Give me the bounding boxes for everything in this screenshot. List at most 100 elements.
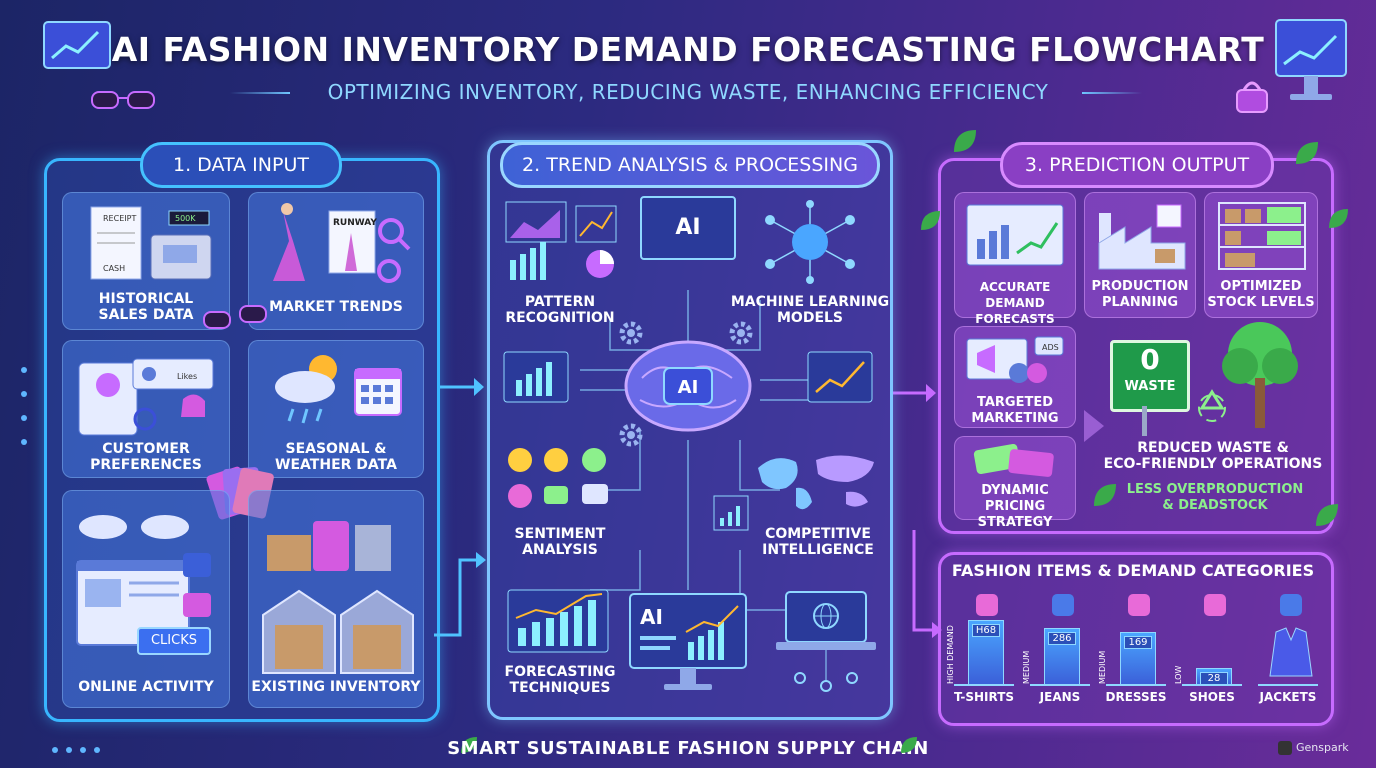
- page-subtitle: OPTIMIZING INVENTORY, REDUCING WASTE, EN…: [327, 80, 1049, 104]
- subtitle-rule-right: [1082, 92, 1142, 94]
- demand-level-label: MEDIUM: [1098, 650, 1107, 684]
- leaf-icon: [1292, 138, 1322, 172]
- handbag-icon: [1232, 74, 1272, 122]
- forecast-chart-icon: [506, 588, 610, 658]
- baseline: [1182, 684, 1242, 686]
- waste-word: WASTE: [1124, 379, 1176, 394]
- clicks-button: CLICKS: [137, 627, 211, 655]
- jacket-icon: [1276, 590, 1306, 624]
- jeans-icon: [1048, 590, 1078, 624]
- baseline: [1106, 684, 1166, 686]
- megaphone-icon: ADS: [965, 333, 1065, 397]
- weather-calendar-icon: [263, 347, 413, 441]
- dress-icon: [1124, 590, 1154, 624]
- gear-icon: [726, 318, 756, 352]
- mini-chart-icon: [712, 494, 752, 538]
- leaf-icon: [898, 734, 920, 760]
- factory-icon: [1095, 203, 1187, 275]
- ai-analytics-monitor-icon: AI: [628, 592, 748, 700]
- tshirt-icon: [972, 590, 1002, 624]
- historical-sales-card: RECEIPT CASH 500K HISTORICAL SALES DATA: [62, 192, 230, 330]
- shelves-icon: [1215, 201, 1309, 277]
- neural-brain-icon: [760, 200, 860, 288]
- waste-number: 0: [1140, 343, 1160, 376]
- ai-monitor-icon: AI: [640, 196, 736, 260]
- line-screen-icon: [806, 350, 876, 410]
- demand-value-label: 169: [1124, 636, 1152, 649]
- pattern-recognition-label: PATTERN RECOGNITION: [505, 294, 615, 326]
- jacket-large-icon: [1268, 626, 1314, 682]
- price-tag-icon: [969, 441, 1061, 485]
- charts-icon: [504, 200, 624, 290]
- optimized-stock-card: OPTIMIZED STOCK LEVELS: [1204, 192, 1318, 318]
- zero-waste-sign: 0 WASTE: [1110, 340, 1190, 412]
- category-name: DRESSES: [1105, 690, 1167, 704]
- baseline: [1258, 684, 1318, 686]
- card-label: TARGETED MARKETING: [971, 395, 1059, 426]
- dynamic-pricing-card: DYNAMIC PRICING STRATEGY: [954, 436, 1076, 530]
- price-text: 500K: [175, 214, 196, 223]
- arrow-right-icon: [440, 372, 484, 410]
- ai-brain-icon: AI: [622, 338, 754, 442]
- world-map-icon: [752, 448, 882, 522]
- ai-badge-text: AI: [675, 215, 701, 240]
- category-name: SHOES: [1189, 690, 1235, 704]
- globe-laptop-icon: [770, 586, 880, 700]
- ai-badge-text: AI: [640, 605, 663, 629]
- profile-card-icon: Likes: [73, 349, 223, 441]
- card-label: ACCURATE DEMAND FORECASTS: [975, 280, 1055, 326]
- likes-text: Likes: [177, 372, 197, 381]
- leaf-icon: [458, 734, 480, 760]
- subtitle-rule-left: [230, 92, 290, 94]
- watermark-logo-icon: [1278, 741, 1292, 755]
- ai-badge-text: AI: [678, 377, 699, 398]
- sunglasses-icon: [200, 300, 272, 344]
- seasonal-weather-card: SEASONAL & WEATHER DATA: [248, 340, 424, 478]
- online-activity-card: CLICKS ONLINE ACTIVITY: [62, 490, 230, 708]
- forecast-screen-icon: [965, 203, 1065, 275]
- less-overproduction-label: LESS OVERPRODUCTION & DEADSTOCK: [1126, 482, 1304, 513]
- customer-preferences-card: Likes CUSTOMER PREFERENCES: [62, 340, 230, 478]
- forecasting-techniques-label: FORECASTING TECHNIQUES: [504, 664, 616, 696]
- leaf-icon: [918, 208, 944, 238]
- demand-forecasts-card: ACCURATE DEMAND FORECASTS: [954, 192, 1076, 326]
- targeted-marketing-card: ADS TARGETED MARKETING: [954, 326, 1076, 428]
- arrow-connector-icon: [908, 530, 942, 644]
- card-label: CUSTOMER PREFERENCES: [90, 441, 202, 473]
- baseline: [954, 684, 1014, 686]
- sign-post: [1142, 406, 1147, 436]
- cash-text: CASH: [103, 264, 125, 273]
- runway-text: RUNWAY: [333, 218, 377, 228]
- existing-inventory-card: EXISTING INVENTORY: [248, 490, 424, 708]
- chevron-right-icon: [1080, 406, 1110, 450]
- categories-chart: HIGH DEMAND H68 T-SHIRTS MEDIUM 286 JEANS MEDI…: [944, 584, 1324, 716]
- recycle-icon: [1194, 388, 1230, 428]
- emoji-faces-icon: [506, 444, 614, 520]
- category-name: T-SHIRTS: [953, 690, 1015, 704]
- monitor-chart-icon: [40, 18, 120, 90]
- category-name: JACKETS: [1259, 690, 1317, 704]
- market-trends-card: RUNWAY MARKET TRENDS: [248, 192, 424, 330]
- heel-shoe-icon: [1200, 590, 1230, 624]
- arrow-right-icon: [890, 378, 936, 412]
- page-title: AI FASHION INVENTORY DEMAND FORECASTING …: [111, 30, 1265, 69]
- prediction-heading: 3. PREDICTION OUTPUT: [1000, 142, 1274, 188]
- computer-monitor-icon: [1270, 16, 1354, 120]
- receipt-text: RECEIPT: [103, 214, 136, 223]
- leaf-icon: [1312, 500, 1342, 534]
- leaf-icon: [950, 126, 980, 160]
- arrow-connector-icon: [434, 540, 486, 644]
- baseline: [1030, 684, 1090, 686]
- demand-level-label: HIGH DEMAND: [946, 625, 955, 684]
- ml-models-label: MACHINE LEARNING MODELS: [730, 294, 890, 326]
- gear-icon: [616, 420, 646, 454]
- dots-decoration: [48, 738, 104, 757]
- runway-magazine-icon: RUNWAY: [259, 201, 419, 295]
- warehouse-icon: [259, 505, 415, 679]
- categories-heading: FASHION ITEMS & DEMAND CATEGORIES: [951, 561, 1315, 580]
- footer-text: SMART SUSTAINABLE FASHION SUPPLY CHAIN: [447, 738, 929, 759]
- card-label: DYNAMIC PRICING STRATEGY: [977, 483, 1053, 530]
- dots-decoration: [18, 364, 30, 508]
- card-label: MARKET TRENDS: [269, 299, 403, 315]
- tree-icon: [1218, 318, 1302, 432]
